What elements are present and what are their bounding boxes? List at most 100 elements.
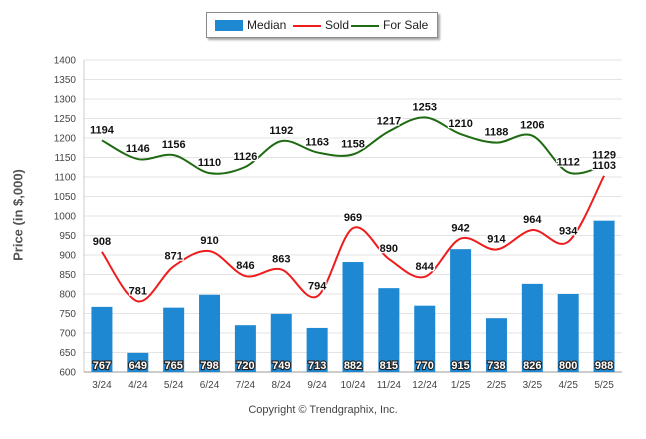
bar-value-label: 713 — [308, 360, 326, 372]
for-sale-value-label: 1217 — [377, 115, 401, 127]
y-tick-label: 1100 — [54, 173, 76, 184]
y-tick-label: 750 — [59, 309, 76, 320]
legend-label-sold: Sold — [325, 18, 350, 32]
y-tick-label: 950 — [59, 231, 76, 242]
bar-median — [450, 249, 472, 372]
sold-value-label: 781 — [129, 285, 147, 297]
legend: Median Sold For Sale — [206, 12, 438, 38]
x-tick-label: 12/24 — [412, 380, 437, 391]
for-sale-value-label: 1163 — [305, 136, 329, 148]
bar-value-label: 826 — [523, 360, 541, 372]
legend-swatch-for-sale — [351, 25, 379, 27]
sold-value-label: 914 — [487, 234, 506, 246]
bar-value-label: 798 — [200, 360, 218, 372]
for-sale-value-label: 1110 — [198, 157, 221, 169]
sold-value-label: 863 — [272, 253, 290, 265]
bar-value-label: 770 — [416, 360, 434, 372]
bar-value-label: 649 — [129, 360, 147, 372]
bar-value-label: 720 — [236, 360, 254, 372]
bar-value-label: 767 — [93, 360, 111, 372]
for-sale-value-label: 1126 — [233, 151, 257, 163]
for-sale-value-label: 1210 — [448, 118, 472, 130]
y-tick-label: 1300 — [54, 95, 77, 106]
sold-value-label: 846 — [236, 260, 254, 272]
y-tick-label: 1250 — [54, 114, 77, 125]
bar-median — [557, 294, 579, 372]
sold-value-label: 942 — [451, 223, 469, 235]
for-sale-value-label: 1192 — [269, 125, 293, 137]
sold-value-label: 890 — [380, 243, 398, 255]
for-sale-value-label: 1156 — [162, 139, 186, 151]
x-tick-label: 2/25 — [487, 380, 507, 391]
legend-swatch-sold — [293, 25, 321, 27]
bar-value-label: 765 — [164, 360, 182, 372]
y-tick-label: 1000 — [54, 212, 77, 223]
sold-value-label: 964 — [523, 214, 542, 226]
for-sale-value-label: 1129 — [592, 150, 616, 162]
bar-median — [342, 262, 364, 372]
x-tick-label: 5/24 — [164, 380, 184, 391]
x-tick-label: 9/24 — [307, 380, 327, 391]
sold-value-label: 969 — [344, 212, 362, 224]
line-sold — [101, 175, 605, 303]
bar-value-label: 988 — [595, 360, 613, 372]
x-tick-label: 1/25 — [451, 380, 471, 391]
y-tick-label: 650 — [59, 348, 76, 359]
bar-median — [593, 220, 615, 372]
bar-median — [91, 306, 113, 372]
for-sale-value-label: 1112 — [557, 156, 580, 168]
for-sale-value-label: 1253 — [412, 101, 436, 113]
bar-median — [521, 283, 543, 372]
bar-value-label: 738 — [487, 360, 505, 372]
y-tick-label: 1350 — [54, 75, 77, 86]
bar-value-label: 882 — [344, 360, 362, 372]
bar-median — [127, 352, 149, 372]
y-tick-label: 700 — [59, 329, 76, 340]
y-tick-label: 1400 — [54, 56, 77, 67]
copyright-text: Copyright © Trendgraphix, Inc. — [248, 404, 398, 416]
for-sale-value-label: 1158 — [341, 138, 365, 150]
y-tick-label: 900 — [59, 251, 76, 262]
bar-value-label: 800 — [559, 360, 577, 372]
bar-median — [414, 305, 436, 372]
sold-value-label: 908 — [93, 236, 111, 248]
sold-value-label: 1103 — [592, 160, 616, 172]
bar-median — [306, 327, 328, 372]
x-tick-label: 3/25 — [523, 380, 543, 391]
sold-value-label: 871 — [164, 250, 182, 262]
x-tick-label: 7/24 — [236, 380, 256, 391]
legend-label-for-sale: For Sale — [383, 18, 429, 32]
y-tick-label: 800 — [59, 290, 76, 301]
bar-value-label: 749 — [272, 360, 290, 372]
bar-median — [485, 318, 507, 372]
x-tick-label: 4/24 — [128, 380, 148, 391]
y-axis-label: Price (in $,000) — [10, 169, 26, 261]
bar-median — [270, 313, 292, 372]
x-tick-label: 11/24 — [377, 380, 402, 391]
sold-value-label: 794 — [308, 280, 327, 292]
x-tick-label: 5/25 — [594, 380, 614, 391]
y-tick-label: 1200 — [54, 134, 77, 145]
bar-value-label: 815 — [380, 360, 398, 372]
bar-median — [199, 294, 221, 372]
y-tick-label: 600 — [59, 368, 76, 379]
bar-value-label: 915 — [451, 360, 469, 372]
x-tick-label: 10/24 — [340, 380, 365, 391]
bar-median — [378, 288, 400, 372]
x-tick-label: 3/24 — [92, 380, 112, 391]
for-sale-value-label: 1188 — [485, 127, 509, 139]
x-tick-label: 6/24 — [200, 380, 220, 391]
for-sale-value-label: 1194 — [90, 124, 115, 136]
y-tick-label: 850 — [59, 270, 76, 281]
bar-median — [163, 307, 185, 372]
for-sale-value-label: 1146 — [126, 143, 150, 155]
line-for-sale — [101, 116, 605, 175]
bar-median — [234, 325, 256, 372]
for-sale-value-label: 1206 — [520, 120, 544, 132]
sold-value-label: 844 — [416, 261, 435, 273]
legend-swatch-median — [215, 20, 243, 31]
x-tick-label: 4/25 — [558, 380, 578, 391]
y-tick-label: 1150 — [54, 153, 76, 164]
